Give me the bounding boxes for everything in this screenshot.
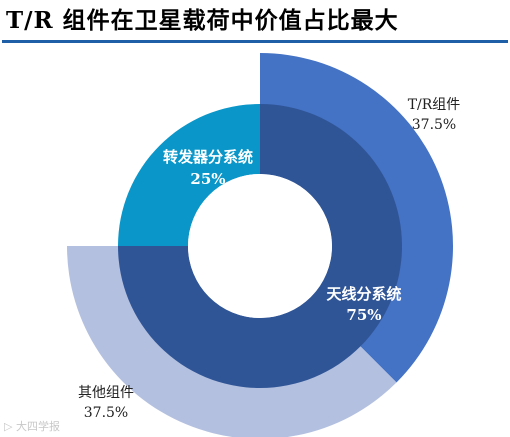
- slice-antenna-subsystem: [118, 104, 402, 388]
- label-antenna-name: 天线分系统: [326, 285, 401, 303]
- label-tr-value: 37.5%: [412, 117, 456, 133]
- chart-title: T/R 组件在卫星载荷中价值占比最大: [6, 7, 399, 34]
- label-transponder-name: 转发器分系统: [163, 148, 253, 166]
- watermark: ▷ 大四学报: [4, 420, 60, 433]
- slice-transponder-subsystem: [118, 104, 260, 246]
- label-transponder-value: 25%: [190, 170, 225, 188]
- label-antenna-value: 75%: [346, 306, 381, 324]
- label-tr-name: T/R组件: [408, 97, 461, 113]
- title-underline: [2, 40, 508, 43]
- label-other-value: 37.5%: [84, 405, 128, 421]
- label-other-name: 其他组件: [78, 385, 134, 401]
- donut-hole: [188, 174, 332, 318]
